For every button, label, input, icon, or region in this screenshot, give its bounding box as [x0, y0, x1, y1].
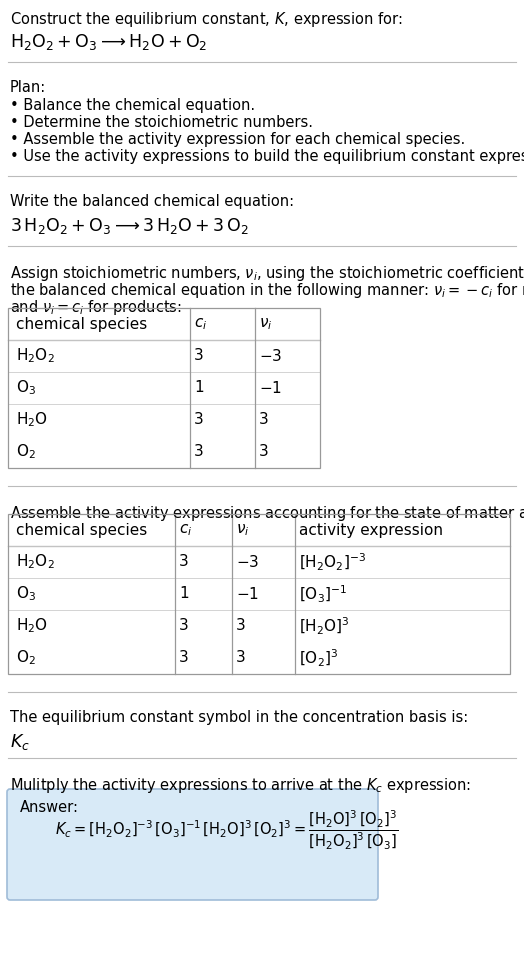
Text: The equilibrium constant symbol in the concentration basis is:: The equilibrium constant symbol in the c… — [10, 710, 468, 725]
Text: $c_i$: $c_i$ — [194, 317, 208, 332]
Text: 1: 1 — [179, 587, 189, 601]
Text: 3: 3 — [259, 412, 269, 427]
Text: $\mathrm{H_2O}$: $\mathrm{H_2O}$ — [16, 617, 48, 635]
Text: Construct the equilibrium constant, $K$, expression for:: Construct the equilibrium constant, $K$,… — [10, 10, 402, 29]
Text: $3\,\mathrm{H_2O_2} + \mathrm{O_3} \longrightarrow 3\,\mathrm{H_2O} + 3\,\mathrm: $3\,\mathrm{H_2O_2} + \mathrm{O_3} \long… — [10, 216, 249, 236]
Text: $\mathrm{H_2O_2} + \mathrm{O_3} \longrightarrow \mathrm{H_2O} + \mathrm{O_2}$: $\mathrm{H_2O_2} + \mathrm{O_3} \longrig… — [10, 32, 208, 52]
Text: • Assemble the activity expression for each chemical species.: • Assemble the activity expression for e… — [10, 132, 465, 147]
Text: Answer:: Answer: — [20, 800, 79, 815]
Text: Assign stoichiometric numbers, $\nu_i$, using the stoichiometric coefficients, $: Assign stoichiometric numbers, $\nu_i$, … — [10, 264, 524, 283]
Text: $c_i$: $c_i$ — [179, 522, 192, 538]
Text: $[\mathrm{H_2O}]^{3}$: $[\mathrm{H_2O}]^{3}$ — [299, 616, 350, 637]
Text: $\mathrm{O_3}$: $\mathrm{O_3}$ — [16, 378, 36, 398]
Text: 3: 3 — [236, 619, 246, 633]
Text: Assemble the activity expressions accounting for the state of matter and $\nu_i$: Assemble the activity expressions accoun… — [10, 504, 524, 523]
Text: 3: 3 — [194, 445, 204, 459]
Text: $[\mathrm{O_3}]^{-1}$: $[\mathrm{O_3}]^{-1}$ — [299, 584, 347, 604]
Text: 3: 3 — [194, 412, 204, 427]
Text: $\nu_i$: $\nu_i$ — [236, 522, 249, 538]
Text: $\mathrm{O_2}$: $\mathrm{O_2}$ — [16, 648, 36, 668]
Text: $\mathrm{H_2O_2}$: $\mathrm{H_2O_2}$ — [16, 553, 54, 571]
Text: Plan:: Plan: — [10, 80, 46, 95]
Text: 1: 1 — [194, 380, 204, 396]
Text: $K_c$: $K_c$ — [10, 732, 30, 752]
Text: 3: 3 — [179, 555, 189, 569]
Bar — [8, 308, 320, 468]
Text: $\mathrm{H_2O_2}$: $\mathrm{H_2O_2}$ — [16, 346, 54, 366]
Text: $[\mathrm{H_2O_2}]^{-3}$: $[\mathrm{H_2O_2}]^{-3}$ — [299, 551, 366, 572]
Text: $\mathrm{O_2}$: $\mathrm{O_2}$ — [16, 443, 36, 461]
Text: $\nu_i$: $\nu_i$ — [259, 317, 272, 332]
Text: • Balance the chemical equation.: • Balance the chemical equation. — [10, 98, 255, 113]
Text: $[\mathrm{O_2}]^{3}$: $[\mathrm{O_2}]^{3}$ — [299, 648, 339, 669]
Text: 3: 3 — [179, 619, 189, 633]
Text: activity expression: activity expression — [299, 522, 443, 538]
Text: 3: 3 — [179, 650, 189, 666]
Text: and $\nu_i = c_i$ for products:: and $\nu_i = c_i$ for products: — [10, 298, 182, 317]
Text: $\mathrm{O_3}$: $\mathrm{O_3}$ — [16, 585, 36, 603]
FancyBboxPatch shape — [7, 789, 378, 900]
Bar — [8, 514, 510, 674]
Text: • Use the activity expressions to build the equilibrium constant expression.: • Use the activity expressions to build … — [10, 149, 524, 164]
Text: $\mathrm{H_2O}$: $\mathrm{H_2O}$ — [16, 411, 48, 429]
Text: $-1$: $-1$ — [236, 586, 259, 602]
Text: chemical species: chemical species — [16, 317, 147, 332]
Text: $-3$: $-3$ — [236, 554, 259, 570]
Text: • Determine the stoichiometric numbers.: • Determine the stoichiometric numbers. — [10, 115, 313, 130]
Text: Mulitply the activity expressions to arrive at the $K_c$ expression:: Mulitply the activity expressions to arr… — [10, 776, 471, 795]
Text: $-3$: $-3$ — [259, 348, 282, 364]
Text: chemical species: chemical species — [16, 522, 147, 538]
Text: 3: 3 — [236, 650, 246, 666]
Text: the balanced chemical equation in the following manner: $\nu_i = -c_i$ for react: the balanced chemical equation in the fo… — [10, 281, 524, 300]
Text: 3: 3 — [194, 348, 204, 364]
Text: 3: 3 — [259, 445, 269, 459]
Text: Write the balanced chemical equation:: Write the balanced chemical equation: — [10, 194, 294, 209]
Text: $-1$: $-1$ — [259, 380, 282, 396]
Text: $K_c = [\mathrm{H_2O_2}]^{-3}\,[\mathrm{O_3}]^{-1}\,[\mathrm{H_2O}]^{3}\,[\mathr: $K_c = [\mathrm{H_2O_2}]^{-3}\,[\mathrm{… — [55, 809, 398, 852]
